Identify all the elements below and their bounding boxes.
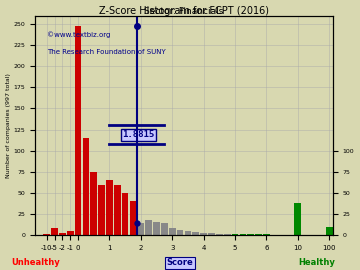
Bar bbox=[51, 228, 58, 235]
Bar bbox=[263, 234, 270, 235]
Text: The Research Foundation of SUNY: The Research Foundation of SUNY bbox=[47, 49, 166, 55]
Text: Score: Score bbox=[167, 258, 193, 267]
Bar bbox=[82, 138, 89, 235]
Bar bbox=[161, 223, 168, 235]
Bar bbox=[294, 203, 301, 235]
Bar bbox=[255, 234, 262, 235]
Bar bbox=[232, 234, 238, 235]
Bar bbox=[145, 220, 152, 235]
Bar bbox=[216, 234, 222, 235]
Bar bbox=[208, 233, 215, 235]
Text: Healthy: Healthy bbox=[298, 258, 335, 267]
Bar bbox=[130, 201, 136, 235]
Y-axis label: Number of companies (997 total): Number of companies (997 total) bbox=[5, 73, 10, 178]
Text: Unhealthy: Unhealthy bbox=[12, 258, 60, 267]
Bar bbox=[122, 193, 129, 235]
Bar bbox=[106, 180, 113, 235]
Bar bbox=[200, 233, 207, 235]
Bar bbox=[193, 232, 199, 235]
Bar bbox=[153, 222, 160, 235]
Bar bbox=[90, 172, 97, 235]
Bar bbox=[98, 184, 105, 235]
Bar bbox=[59, 233, 66, 235]
Text: 1.8815: 1.8815 bbox=[122, 130, 155, 139]
Bar bbox=[177, 230, 184, 235]
Bar bbox=[43, 234, 50, 235]
Text: ©www.textbiz.org: ©www.textbiz.org bbox=[47, 31, 110, 38]
Bar bbox=[75, 26, 81, 235]
Bar bbox=[169, 228, 176, 235]
Bar bbox=[185, 231, 191, 235]
Bar bbox=[247, 234, 254, 235]
Bar bbox=[224, 234, 230, 235]
Bar bbox=[67, 231, 73, 235]
Bar bbox=[138, 223, 144, 235]
Bar bbox=[239, 234, 246, 235]
Text: Sector: Financials: Sector: Financials bbox=[144, 6, 224, 16]
Bar bbox=[326, 227, 333, 235]
Bar bbox=[114, 184, 121, 235]
Title: Z-Score Histogram for FCPT (2016): Z-Score Histogram for FCPT (2016) bbox=[99, 6, 269, 16]
